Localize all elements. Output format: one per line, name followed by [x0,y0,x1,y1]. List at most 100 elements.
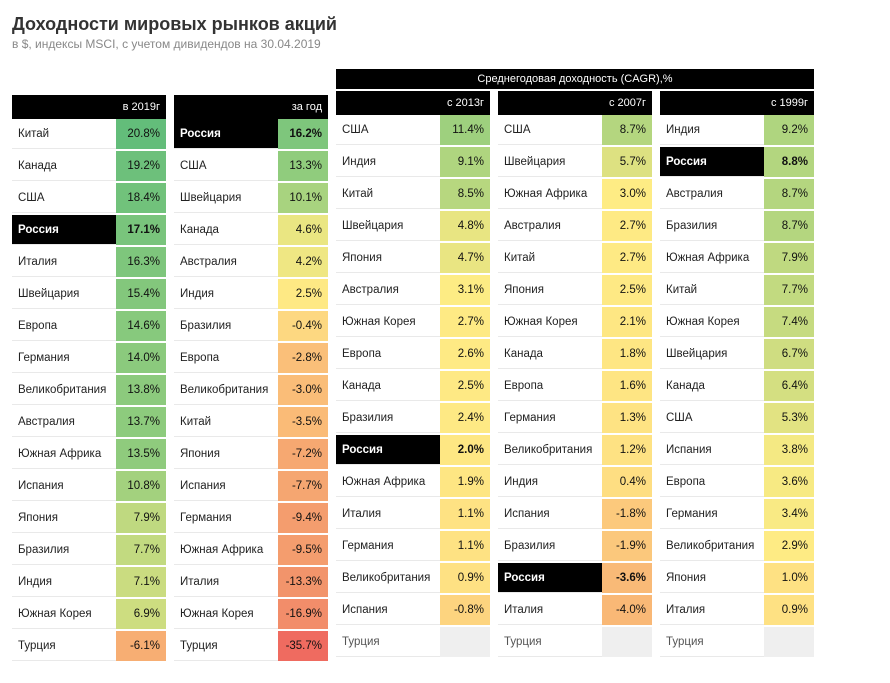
page-subtitle: в $, индексы MSCI, с учетом дивидендов н… [12,37,878,51]
country-label: Канада [660,371,764,401]
table-row: Бразилия7.7% [12,535,166,565]
country-label: Испания [660,435,764,465]
table-row: Бразилия8.7% [660,211,814,241]
return-value: 7.7% [764,275,814,305]
table-period-header: с 1999г [660,91,814,115]
table-row: Южная Африка13.5% [12,439,166,469]
country-label: Австралия [174,247,278,277]
table-row: Турция-6.1% [12,631,166,661]
return-value: 9.1% [440,147,490,177]
return-value: 1.6% [602,371,652,401]
return-value: 10.1% [278,183,328,213]
return-value: -7.2% [278,439,328,469]
return-value: -4.0% [602,595,652,625]
country-label: Япония [174,439,278,469]
table-row: Австралия8.7% [660,179,814,209]
table-row: Япония2.5% [498,275,652,305]
table-row: Индия2.5% [174,279,328,309]
table-row: Бразилия-1.9% [498,531,652,561]
country-label: Великобритания [174,375,278,405]
table-row: Бразилия-0.4% [174,311,328,341]
return-value: 1.8% [602,339,652,369]
return-value: 2.0% [440,435,490,465]
country-label: Австралия [498,211,602,241]
return-value: 7.9% [764,243,814,273]
return-value: 14.6% [116,311,166,341]
page-title: Доходности мировых рынков акций [12,14,878,35]
return-value: 17.1% [116,215,166,245]
table-row: Германия-9.4% [174,503,328,533]
table-row: США5.3% [660,403,814,433]
table-row: Австралия13.7% [12,407,166,437]
country-label: Австралия [660,179,764,209]
return-value: -13.3% [278,567,328,597]
table-row: Великобритания0.9% [336,563,490,593]
table-row: Швейцария15.4% [12,279,166,309]
country-label: Германия [174,503,278,533]
return-value [440,627,490,657]
country-label: Испания [174,471,278,501]
return-value: 4.7% [440,243,490,273]
country-label: Южная Африка [660,243,764,273]
return-value: 13.5% [116,439,166,469]
country-label: Китай [12,119,116,149]
return-value: 9.2% [764,115,814,145]
country-label: Южная Корея [174,599,278,629]
return-value [602,627,652,657]
country-label: США [660,403,764,433]
table-row: Китай20.8% [12,119,166,149]
table-row: Канада19.2% [12,151,166,181]
return-value: 1.1% [440,531,490,561]
table-row: Южная Корея2.7% [336,307,490,337]
return-value: 2.5% [278,279,328,309]
table-row: Китай8.5% [336,179,490,209]
return-value: 3.1% [440,275,490,305]
country-label: Япония [660,563,764,593]
return-value: -2.8% [278,343,328,373]
country-label: Россия [336,435,440,465]
table-row: Европа14.6% [12,311,166,341]
country-label: Индия [174,279,278,309]
return-value: 1.3% [602,403,652,433]
table-row: Россия2.0% [336,435,490,465]
country-label: Европа [498,371,602,401]
return-value: 11.4% [440,115,490,145]
table-row: США18.4% [12,183,166,213]
country-label: Испания [12,471,116,501]
country-label: Канада [12,151,116,181]
table-row: Германия1.1% [336,531,490,561]
table-row: Турция [660,627,814,657]
return-value: 1.2% [602,435,652,465]
table-row: Австралия3.1% [336,275,490,305]
return-value: 4.8% [440,211,490,241]
country-label: Бразилия [660,211,764,241]
table-row: Италия16.3% [12,247,166,277]
country-label: США [174,151,278,181]
table-row: Австралия4.2% [174,247,328,277]
country-label: Южная Африка [174,535,278,565]
country-label: Турция [660,627,764,657]
table-row: Испания10.8% [12,471,166,501]
cagr-group-header: Среднегодовая доходность (CAGR),% [336,69,814,89]
tables-container: в 2019гКитай20.8%Канада19.2%США18.4%Росс… [12,69,878,661]
table-row: Япония1.0% [660,563,814,593]
return-value: 0.9% [764,595,814,625]
country-label: Европа [174,343,278,373]
table-row: Южная Африка7.9% [660,243,814,273]
country-label: Бразилия [12,535,116,565]
country-label: Турция [12,631,116,661]
table-period-header: с 2013г [336,91,490,115]
country-label: Великобритания [498,435,602,465]
table-row: Россия16.2% [174,119,328,149]
table-row: Япония4.7% [336,243,490,273]
return-value: -3.0% [278,375,328,405]
country-label: Китай [336,179,440,209]
return-value: 7.4% [764,307,814,337]
table-row: Швейцария10.1% [174,183,328,213]
table-row: Канада6.4% [660,371,814,401]
return-value: -1.8% [602,499,652,529]
table-row: Южная Корея2.1% [498,307,652,337]
returns-table: за годРоссия16.2%США13.3%Швейцария10.1%К… [174,95,328,661]
returns-table: с 2013гСША11.4%Индия9.1%Китай8.5%Швейцар… [336,91,490,657]
return-value: 13.3% [278,151,328,181]
